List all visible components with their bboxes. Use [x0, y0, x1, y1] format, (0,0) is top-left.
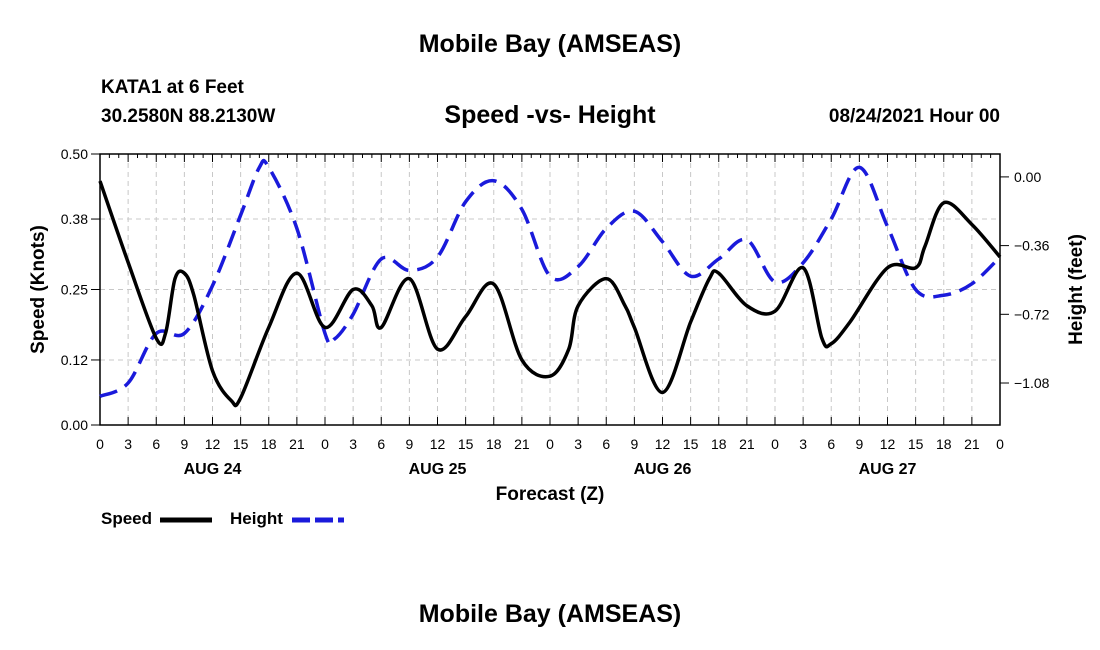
x-tick-label: 18 [261, 436, 277, 452]
x-tick-label: 18 [711, 436, 727, 452]
series-line-height [99, 158, 1002, 399]
x-tick-label: 18 [936, 436, 952, 452]
x-tick-label: 3 [349, 436, 357, 452]
x-axis-label: Forecast (Z) [496, 484, 605, 505]
run-date-label: 08/24/2021 Hour 00 [828, 106, 1000, 127]
x-tick-label: 21 [514, 436, 530, 452]
x-tick-label: 15 [458, 436, 474, 452]
x-tick-label: 0 [546, 436, 554, 452]
page-title: Mobile Bay (AMSEAS) [418, 30, 682, 58]
x-tick-label: 3 [799, 436, 807, 452]
x-tick-label: 9 [180, 436, 188, 452]
x-tick-label: 12 [880, 436, 896, 452]
chart-title: Speed -vs- Height [444, 101, 656, 129]
station-label: KATA1 at 6 Feet [101, 77, 244, 98]
day-label: AUG 25 [409, 461, 467, 478]
day-label: AUG 26 [634, 461, 692, 478]
y-left-tick-label: 0.00 [61, 417, 88, 433]
x-tick-label: 6 [152, 436, 160, 452]
x-tick-label: 6 [602, 436, 610, 452]
legend-label-speed: Speed [101, 509, 152, 528]
x-tick-label: 0 [96, 436, 104, 452]
y-right-axis-label: Height (feet) [1066, 234, 1087, 345]
x-tick-label: 0 [771, 436, 779, 452]
y-right-tick-label: −1.08 [1014, 375, 1050, 391]
x-tick-label: 9 [855, 436, 863, 452]
x-tick-label: 3 [124, 436, 132, 452]
x-tick-label: 0 [321, 436, 329, 452]
x-tick-label: 15 [908, 436, 924, 452]
y-left-axis-label: Speed (Knots) [28, 225, 49, 354]
x-tick-label: 21 [739, 436, 755, 452]
x-tick-label: 12 [205, 436, 221, 452]
y-left-tick-label: 0.50 [61, 146, 88, 162]
x-tick-label: 21 [964, 436, 980, 452]
day-label: AUG 24 [184, 461, 242, 478]
x-tick-label: 9 [630, 436, 638, 452]
x-tick-label: 18 [486, 436, 502, 452]
y-left-tick-label: 0.25 [61, 282, 88, 298]
x-tick-label: 21 [289, 436, 305, 452]
x-tick-label: 6 [827, 436, 835, 452]
series-line-speed [98, 180, 1002, 408]
day-label: AUG 27 [859, 461, 917, 478]
x-tick-label: 9 [405, 436, 413, 452]
y-right-tick-label: 0.00 [1014, 169, 1041, 185]
y-right-tick-label: −0.36 [1014, 238, 1050, 254]
x-tick-label: 3 [574, 436, 582, 452]
footer-title: Mobile Bay (AMSEAS) [418, 600, 682, 628]
x-tick-label: 12 [430, 436, 446, 452]
y-left-tick-label: 0.12 [61, 352, 88, 368]
x-tick-label: 15 [683, 436, 699, 452]
legend-label-height: Height [230, 509, 283, 528]
x-tick-label: 0 [996, 436, 1004, 452]
y-right-tick-label: −0.72 [1014, 306, 1050, 322]
x-tick-label: 6 [377, 436, 385, 452]
x-tick-label: 12 [655, 436, 671, 452]
coordinates-label: 30.2580N 88.2130W [101, 106, 276, 127]
y-left-tick-label: 0.38 [61, 211, 88, 227]
x-tick-label: 15 [233, 436, 249, 452]
